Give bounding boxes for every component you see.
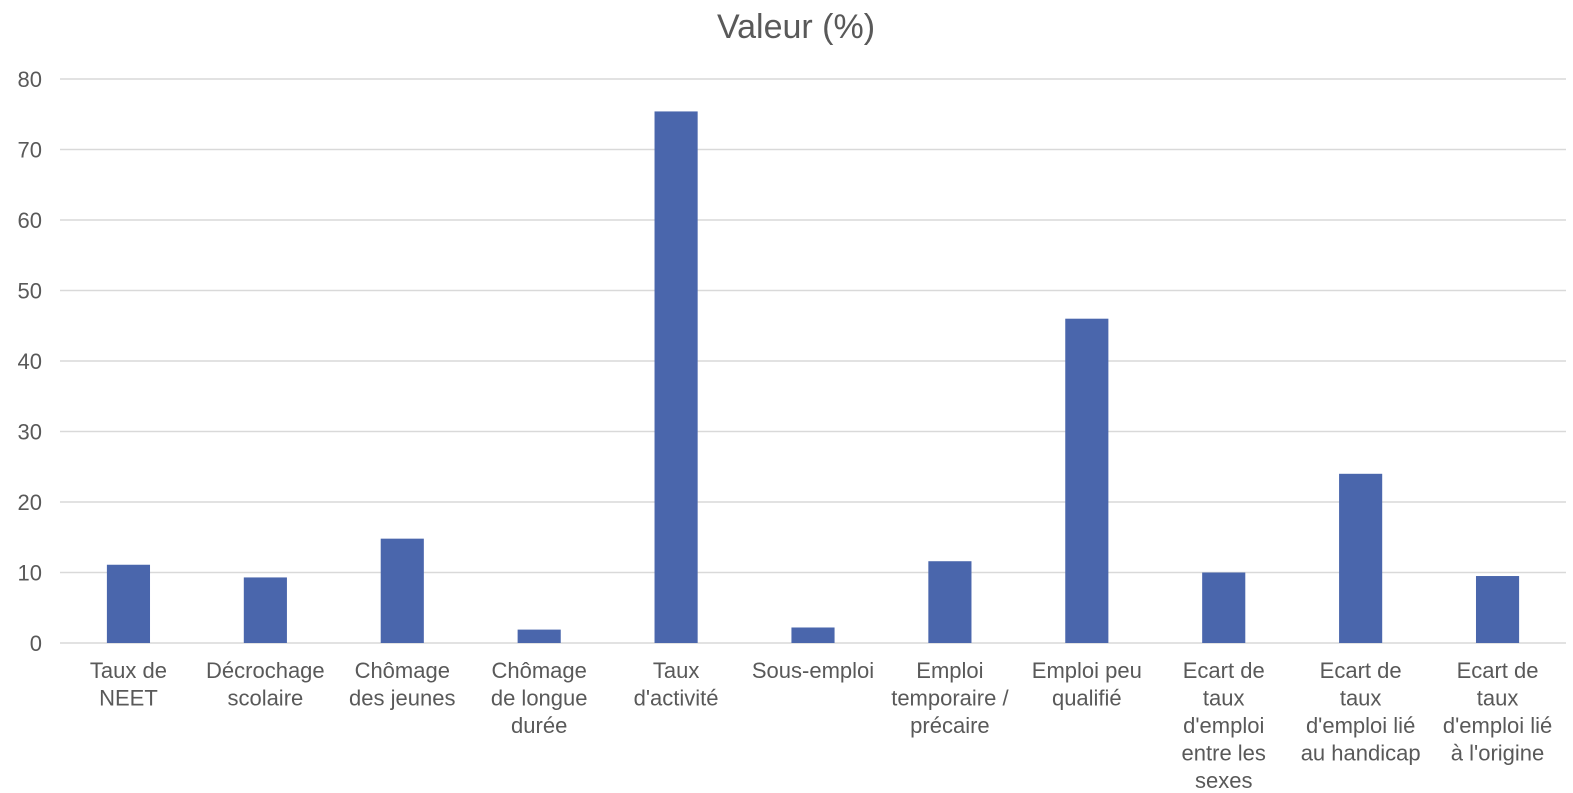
- x-tick-label-line: taux: [1203, 686, 1245, 711]
- x-tick-label: Ecart de taux d'emploi entre les sexes: [1182, 658, 1266, 793]
- x-tick-label-line: taux: [1340, 686, 1382, 711]
- bar: [928, 561, 971, 643]
- x-tick-label: Emploi peu qualifié: [1032, 658, 1142, 711]
- bar: [381, 539, 424, 643]
- x-tick-label-line: qualifié: [1052, 686, 1122, 711]
- bar: [1065, 319, 1108, 643]
- x-tick-label-line: durée: [511, 713, 567, 738]
- y-tick-label: 10: [18, 561, 42, 586]
- x-tick-label-line: Sous-emploi: [752, 658, 874, 683]
- x-tick-label: Chômage de longue durée: [491, 658, 588, 738]
- bar: [1476, 576, 1519, 643]
- bar: [1202, 573, 1245, 644]
- x-tick-label-line: Chômage: [355, 658, 450, 683]
- x-tick-label: Emploi temporaire / précaire: [891, 658, 1009, 738]
- x-tick-label-line: d'activité: [634, 686, 719, 711]
- x-tick-label-line: Taux: [653, 658, 699, 683]
- x-tick-label-line: scolaire: [227, 686, 303, 711]
- x-axis-tick-labels: Taux de NEET Décrochage scolaire Chômage des …: [90, 658, 1552, 793]
- x-tick-label-line: de longue: [491, 686, 588, 711]
- x-tick-label-line: au handicap: [1301, 741, 1421, 766]
- x-tick-label-line: Emploi: [916, 658, 983, 683]
- x-tick-label-line: Ecart de: [1320, 658, 1402, 683]
- bar: [1339, 474, 1382, 643]
- x-tick-label-line: NEET: [99, 686, 158, 711]
- x-tick-label-line: entre les: [1182, 741, 1266, 766]
- bar: [244, 577, 287, 643]
- x-tick-label-line: Ecart de: [1457, 658, 1539, 683]
- x-tick-label: Décrochage scolaire: [206, 658, 325, 711]
- bars: [107, 111, 1519, 643]
- x-tick-label: Chômage des jeunes: [349, 658, 455, 711]
- bar: [518, 630, 561, 643]
- y-tick-label: 30: [18, 420, 42, 445]
- x-tick-label-line: Emploi peu: [1032, 658, 1142, 683]
- y-axis-tick-labels: 0 10 20 30 40 50 60 70 80: [18, 67, 42, 656]
- bar: [655, 111, 698, 643]
- y-tick-label: 70: [18, 138, 42, 163]
- x-tick-label-line: d'emploi lié: [1443, 713, 1552, 738]
- x-tick-label-line: des jeunes: [349, 686, 455, 711]
- x-tick-label-line: temporaire /: [891, 686, 1009, 711]
- x-tick-label-line: d'emploi: [1183, 713, 1264, 738]
- y-tick-label: 50: [18, 279, 42, 304]
- x-tick-label: Ecart de taux d'emploi lié à l'origine: [1443, 658, 1552, 766]
- y-tick-label: 0: [30, 631, 42, 656]
- x-tick-label: Taux d'activité: [634, 658, 719, 711]
- x-tick-label-line: précaire: [910, 713, 989, 738]
- x-tick-label-line: Chômage: [491, 658, 586, 683]
- x-tick-label-line: Décrochage: [206, 658, 325, 683]
- x-tick-label-line: sexes: [1195, 768, 1252, 793]
- x-tick-label-line: d'emploi lié: [1306, 713, 1415, 738]
- x-tick-label-line: Ecart de: [1183, 658, 1265, 683]
- bar: [107, 565, 150, 643]
- x-tick-label-line: taux: [1477, 686, 1519, 711]
- bar: [791, 627, 834, 643]
- chart-title: Valeur (%): [717, 8, 875, 46]
- x-tick-label: Ecart de taux d'emploi lié au handicap: [1301, 658, 1421, 766]
- x-tick-label: Sous-emploi: [752, 658, 874, 683]
- x-tick-label-line: à l'origine: [1451, 741, 1544, 766]
- y-tick-label: 40: [18, 349, 42, 374]
- x-tick-label-line: Taux de: [90, 658, 167, 683]
- y-tick-label: 20: [18, 490, 42, 515]
- y-tick-label: 80: [18, 67, 42, 92]
- x-tick-label: Taux de NEET: [90, 658, 167, 711]
- y-tick-label: 60: [18, 208, 42, 233]
